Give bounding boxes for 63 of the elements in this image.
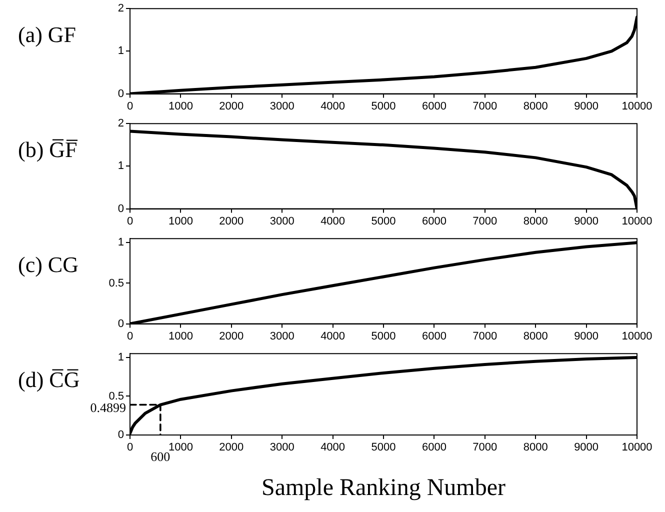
- y-tick-label: 1: [118, 236, 124, 249]
- x-tick-label: 8000: [523, 100, 548, 112]
- y-tick-label: 0: [118, 202, 124, 215]
- x-tick-label: 4000: [320, 330, 346, 342]
- x-tick-label: 2000: [219, 442, 244, 454]
- x-tick-label: 4000: [320, 442, 346, 454]
- x-tick-label: 2000: [219, 215, 244, 228]
- x-tick-label: 6000: [422, 330, 446, 342]
- y-tick-label: 0: [118, 318, 124, 330]
- x-tick-label: 10000: [622, 330, 652, 342]
- x-tick-label: 0: [126, 442, 134, 454]
- text: (c) CG: [18, 252, 78, 278]
- x-tick-label: 3000: [270, 330, 294, 342]
- x-tick-label: 10000: [622, 100, 652, 112]
- x-tick-label: 7000: [472, 100, 498, 112]
- x-tick-label: 2000: [219, 330, 244, 342]
- x-tick-label: 5000: [371, 215, 396, 228]
- y-tick-label: 2: [118, 2, 124, 15]
- x-tick-label: 10000: [622, 442, 652, 454]
- x-tick-label: 9000: [574, 215, 599, 228]
- x-tick-label: 1000: [168, 215, 193, 228]
- annotation: 0.4899: [90, 400, 126, 416]
- x-tick-label: 5000: [371, 330, 396, 342]
- y-tick-label: 2: [118, 118, 124, 130]
- y-tick-label: 0: [118, 429, 124, 442]
- x-tick-label: 10000: [622, 215, 652, 228]
- x-tick-label: 5000: [371, 442, 396, 454]
- x-tick-label: 1000: [168, 330, 193, 342]
- x-tick-label: 6000: [422, 100, 446, 112]
- x-tick-label: 2000: [219, 100, 244, 112]
- x-tick-label: 0: [126, 100, 134, 112]
- x-tick-label: 7000: [472, 442, 498, 454]
- x-tick-label: 9000: [574, 330, 599, 342]
- x-tick-label: 6000: [422, 442, 446, 454]
- y-tick-label: 1: [118, 45, 124, 58]
- x-tick-label: 4000: [320, 100, 346, 112]
- x-tick-label: 1000: [168, 442, 193, 454]
- x-tick-label: 3000: [270, 100, 294, 112]
- x-tick-label: 8000: [523, 215, 548, 228]
- x-tick-label: 9000: [574, 442, 599, 454]
- x-tick-label: 0: [126, 330, 134, 342]
- text: (a) GF: [18, 22, 76, 48]
- text: (b) G̅F̅: [18, 137, 78, 163]
- x-tick-label: 7000: [472, 215, 498, 228]
- x-tick-label: 0: [126, 215, 134, 228]
- x-tick-label: 7000: [472, 330, 498, 342]
- x-tick-label: 3000: [270, 215, 294, 228]
- y-tick-label: 0.5: [108, 277, 124, 290]
- text: (d) C̅G̅: [18, 367, 80, 393]
- y-tick-label: 0.5: [108, 390, 124, 402]
- y-tick-label: 1: [118, 352, 124, 364]
- y-tick-label: 1: [118, 160, 124, 172]
- x-tick-label: 6000: [422, 215, 446, 228]
- x-tick-label: 8000: [523, 442, 548, 454]
- x-tick-label: 4000: [320, 215, 346, 228]
- x-tick-label: 9000: [574, 100, 599, 112]
- x-tick-label: 5000: [371, 100, 396, 112]
- x-tick-label: 8000: [523, 330, 548, 342]
- x-tick-label: 1000: [168, 100, 193, 112]
- x-axis-title: Sample Ranking Number: [262, 474, 506, 501]
- x-tick-label: 3000: [270, 442, 294, 454]
- y-tick-label: 0: [118, 88, 124, 100]
- annotation: 600: [150, 448, 170, 464]
